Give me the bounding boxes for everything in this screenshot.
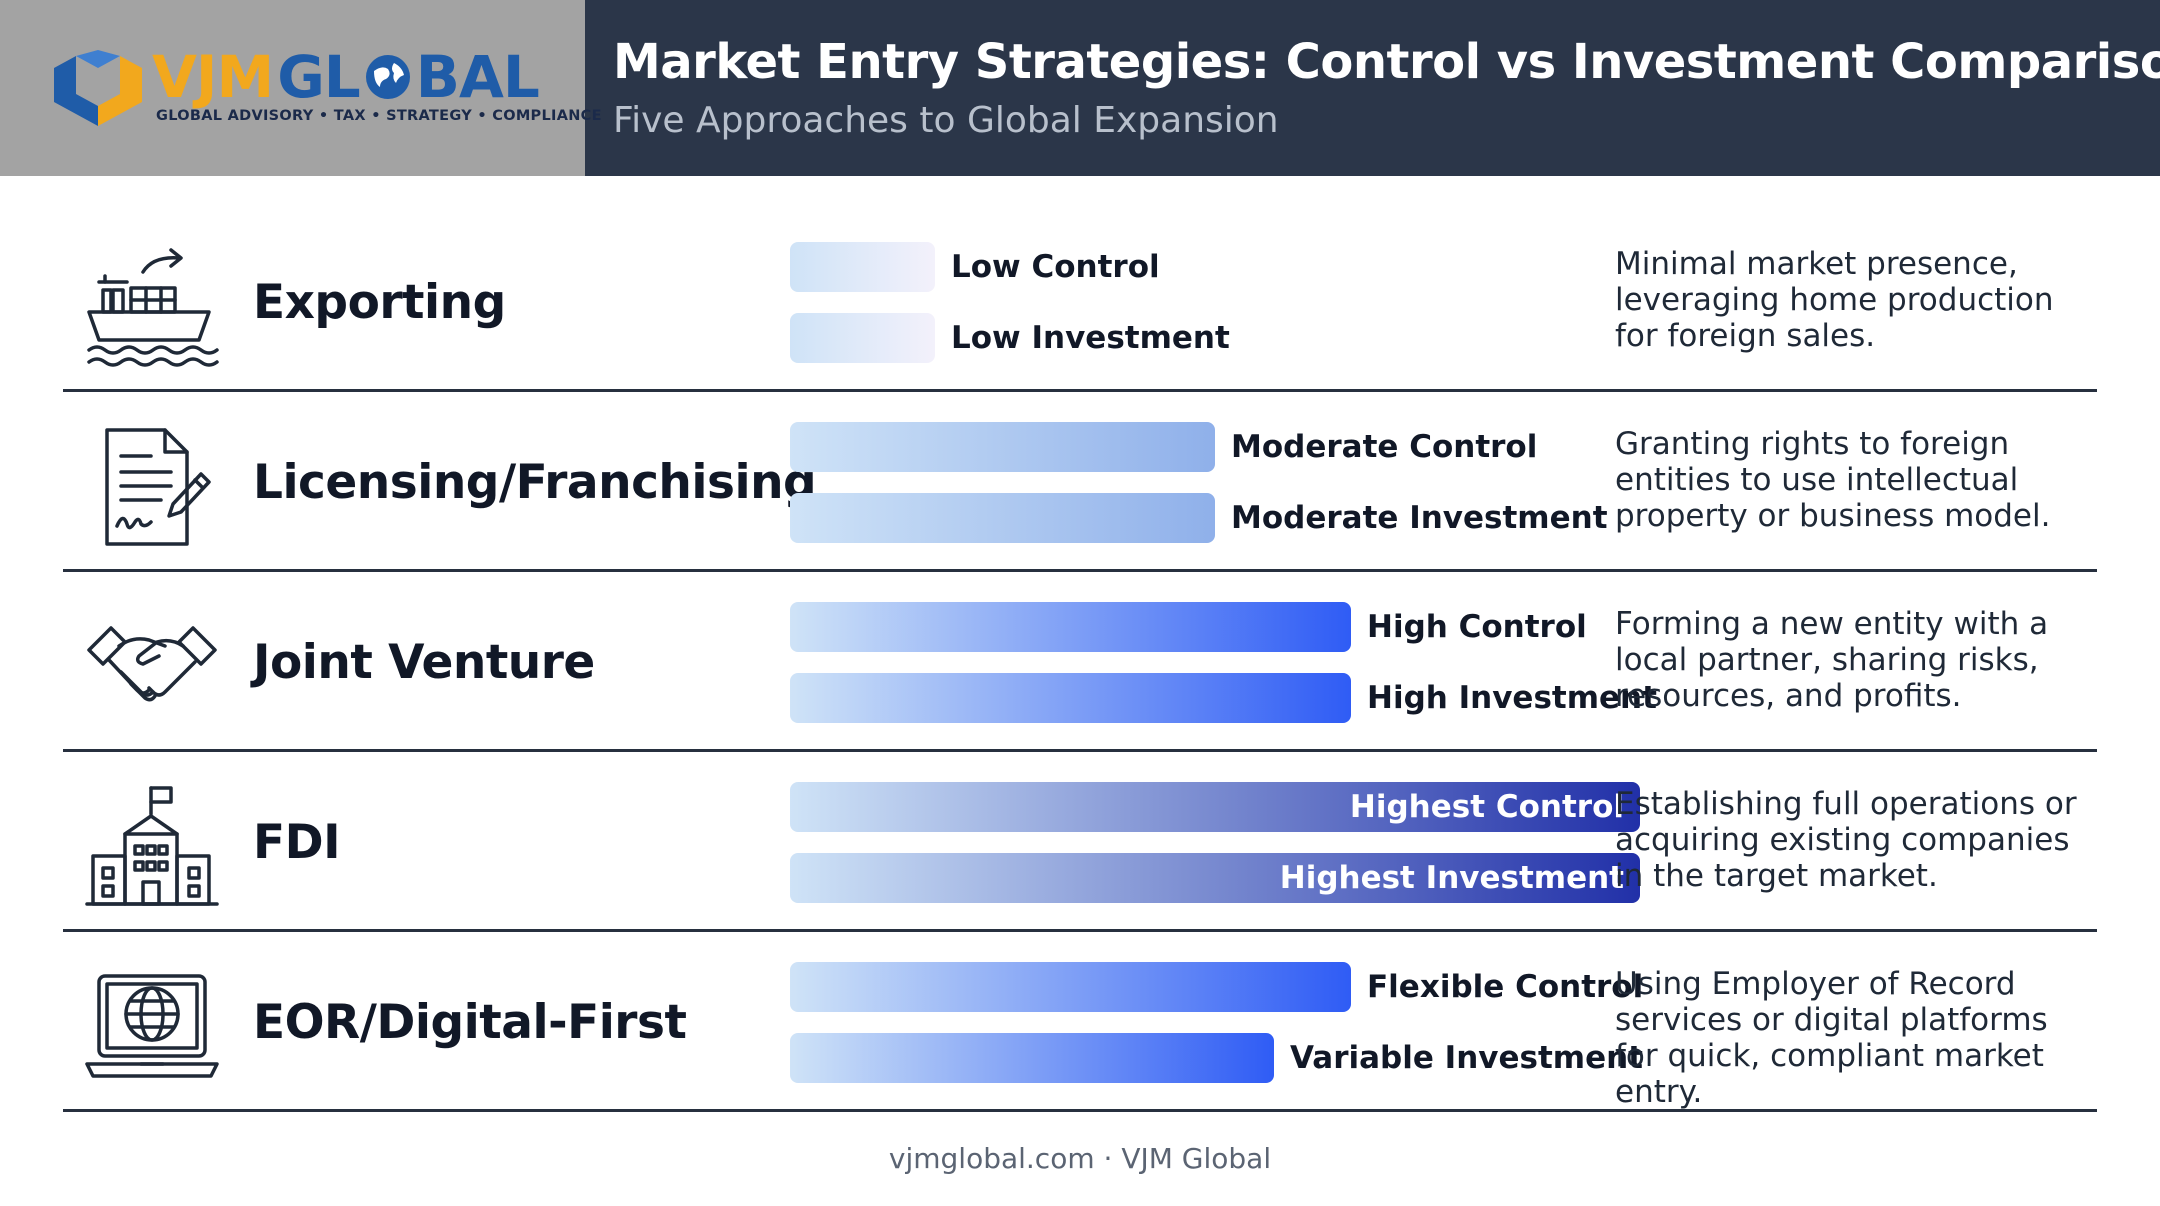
- page-header: VJM GL BAL GLOBAL ADVISORY • TAX • STRAT…: [0, 0, 2160, 176]
- title-panel: [585, 0, 2160, 176]
- investment-bar: [790, 313, 935, 363]
- control-bar: [790, 782, 1640, 832]
- strategy-row-eor: EOR/Digital-First Flexible Control Varia…: [63, 932, 2097, 1112]
- logo-panel: VJM GL BAL GLOBAL ADVISORY • TAX • STRAT…: [0, 0, 602, 176]
- strategy-row-joint-venture: Joint Venture High Control High Investme…: [63, 572, 2097, 752]
- logo-text-gl: GL: [277, 43, 361, 111]
- logo-text-vjm: VJM: [152, 43, 274, 111]
- investment-level-label: High Investment: [1367, 680, 1657, 716]
- control-level-label: Flexible Control: [1367, 969, 1644, 1005]
- investment-level-label: Highest Investment: [1279, 860, 1624, 896]
- strategy-description: Granting rights to foreign entities to u…: [1615, 426, 2051, 534]
- office-building-icon: [85, 786, 219, 908]
- control-level-label: Moderate Control: [1231, 429, 1538, 465]
- laptop-globe-icon: [85, 966, 219, 1088]
- strategy-name: EOR/Digital-First: [253, 994, 687, 1050]
- control-level-label: Low Control: [951, 249, 1160, 285]
- vjm-logo-icon: [54, 50, 142, 126]
- control-level-label: High Control: [1367, 609, 1587, 645]
- strategy-description: Forming a new entity with a local partne…: [1615, 606, 2049, 714]
- control-bar: [790, 602, 1351, 652]
- investment-level-label: Moderate Investment: [1231, 500, 1608, 536]
- strategy-description: Minimal market presence, leveraging home…: [1615, 246, 2054, 354]
- cargo-ship-icon: [85, 246, 219, 368]
- logo-text-bal: BAL: [415, 43, 540, 111]
- strategy-name: Joint Venture: [253, 634, 595, 690]
- investment-level-label: Variable Investment: [1290, 1040, 1644, 1076]
- control-bar: [790, 962, 1351, 1012]
- strategy-row-licensing: Licensing/Franchising Moderate Control M…: [63, 392, 2097, 572]
- logo-wordmark: VJM GL BAL: [152, 43, 540, 111]
- handshake-icon: [85, 606, 219, 728]
- strategy-description: Using Employer of Record services or dig…: [1615, 966, 2048, 1110]
- investment-bar: [790, 1033, 1274, 1083]
- signed-document-icon: [85, 426, 219, 548]
- strategy-name: FDI: [253, 814, 341, 870]
- control-bar: [790, 242, 935, 292]
- footer-credit: vjmglobal.com · VJM Global: [888, 1142, 1272, 1175]
- logo-tagline: GLOBAL ADVISORY • TAX • STRATEGY • COMPL…: [156, 108, 602, 124]
- investment-bar: [790, 673, 1351, 723]
- investment-bar: [790, 853, 1640, 903]
- investment-level-label: Low Investment: [951, 320, 1230, 356]
- globe-icon: [365, 55, 410, 99]
- strategy-description: Establishing full operations or acquirin…: [1615, 786, 2077, 894]
- strategy-row-fdi: FDI Highest Control Highest Investment E…: [63, 752, 2097, 932]
- control-level-label: Highest Control: [1349, 789, 1624, 825]
- page-subtitle: Five Approaches to Global Expansion: [613, 100, 1279, 141]
- investment-bar: [790, 493, 1215, 543]
- strategy-name: Exporting: [253, 274, 506, 330]
- strategy-comparison-chart: Exporting Low Control Low Investment Min…: [63, 212, 2097, 1112]
- page-title: Market Entry Strategies: Control vs Inve…: [613, 34, 2160, 90]
- control-bar: [790, 422, 1215, 472]
- strategy-row-exporting: Exporting Low Control Low Investment Min…: [63, 212, 2097, 392]
- strategy-name: Licensing/Franchising: [253, 454, 817, 510]
